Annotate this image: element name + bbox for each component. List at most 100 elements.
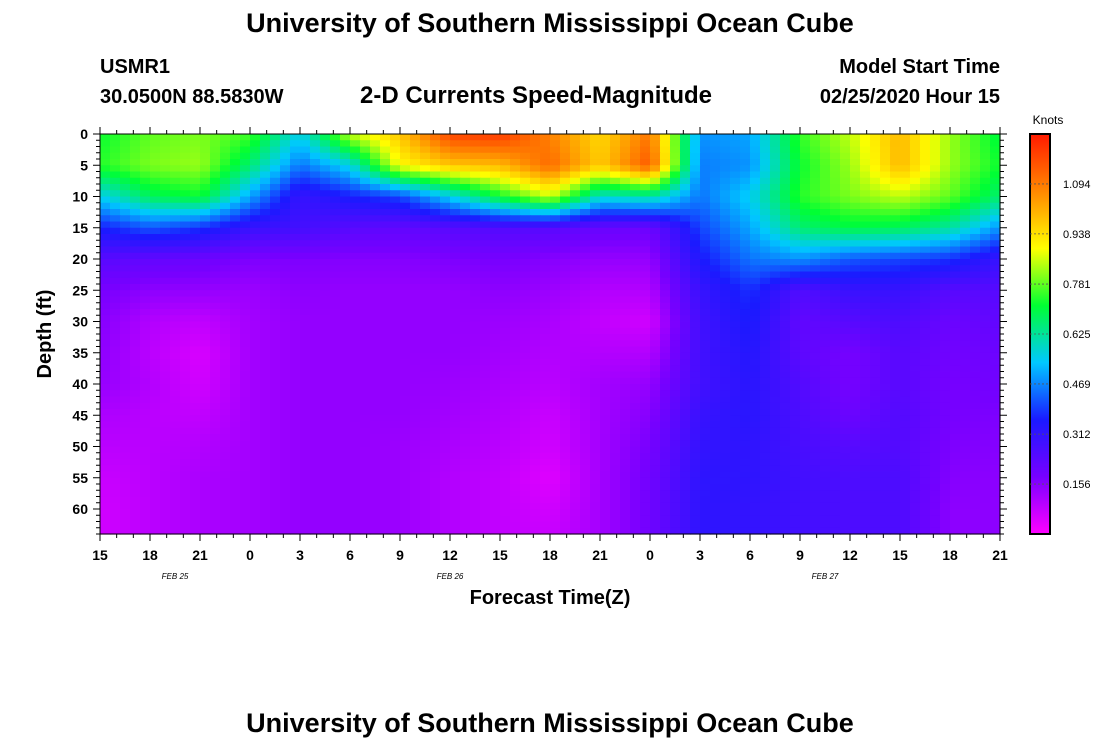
heatmap-cell	[540, 390, 551, 398]
heatmap-cell	[150, 221, 161, 229]
heatmap-cell	[390, 471, 401, 479]
heatmap-cell	[120, 415, 131, 423]
heatmap-cell	[720, 334, 731, 341]
heatmap-cell	[460, 246, 471, 254]
heatmap-cell	[810, 452, 821, 460]
heatmap-cell	[990, 346, 1001, 354]
heatmap-cell	[690, 284, 701, 291]
heatmap-cell	[500, 440, 511, 448]
heatmap-cell	[240, 371, 251, 379]
heatmap-cell	[310, 346, 321, 354]
heatmap-cell	[750, 296, 761, 304]
heatmap-cell	[240, 259, 251, 266]
heatmap-cell	[160, 377, 171, 385]
heatmap-cell	[590, 409, 601, 416]
heatmap-cell	[420, 221, 431, 229]
heatmap-cell	[270, 340, 281, 348]
heatmap-cell	[650, 352, 661, 360]
heatmap-cell	[750, 452, 761, 460]
heatmap-cell	[160, 146, 171, 154]
heatmap-cell	[630, 452, 641, 460]
heatmap-cell	[780, 352, 791, 360]
heatmap-cell	[440, 277, 451, 285]
heatmap-cell	[640, 321, 651, 329]
heatmap-cell	[930, 184, 941, 191]
heatmap-cell	[110, 165, 121, 173]
heatmap-cell	[410, 209, 421, 216]
heatmap-cell	[740, 315, 751, 323]
heatmap-cell	[810, 440, 821, 448]
heatmap-cell	[540, 240, 551, 248]
heatmap-cell	[990, 315, 1001, 323]
heatmap-cell	[980, 421, 991, 429]
heatmap-cell	[260, 371, 271, 379]
heatmap-cell	[450, 434, 461, 441]
heatmap-cell	[440, 284, 451, 291]
heatmap-cell	[380, 290, 391, 298]
heatmap-cell	[120, 377, 131, 385]
heatmap-cell	[390, 477, 401, 485]
heatmap-cell	[130, 352, 141, 360]
heatmap-cell	[890, 165, 901, 173]
heatmap-cell	[360, 309, 371, 316]
heatmap-cell	[830, 390, 841, 398]
heatmap-cell	[630, 309, 641, 316]
heatmap-cell	[100, 415, 111, 423]
heatmap-cell	[940, 371, 951, 379]
heatmap-cell	[180, 452, 191, 460]
heatmap-cell	[770, 177, 781, 185]
heatmap-cell	[510, 365, 521, 373]
heatmap-cell	[710, 402, 721, 410]
heatmap-cell	[900, 234, 911, 241]
heatmap-cell	[770, 190, 781, 198]
heatmap-cell	[600, 252, 611, 260]
heatmap-cell	[740, 296, 751, 304]
heatmap-cell	[640, 215, 651, 223]
heatmap-cell	[990, 277, 1001, 285]
heatmap-cell	[740, 384, 751, 391]
heatmap-cell	[620, 140, 631, 148]
heatmap-cell	[290, 221, 301, 229]
heatmap-cell	[910, 177, 921, 185]
heatmap-cell	[130, 190, 141, 198]
heatmap-cell	[600, 396, 611, 404]
heatmap-cell	[990, 377, 1001, 385]
heatmap-cell	[310, 340, 321, 348]
heatmap-cell	[270, 252, 281, 260]
heatmap-cell	[770, 271, 781, 279]
heatmap-cell	[520, 277, 531, 285]
heatmap-cell	[300, 227, 311, 235]
heatmap-cell	[530, 202, 541, 210]
heatmap-cell	[240, 177, 251, 185]
heatmap-cell	[140, 352, 151, 360]
heatmap-cell	[860, 184, 871, 191]
heatmap-cell	[990, 371, 1001, 379]
heatmap-cell	[220, 334, 231, 341]
heatmap-cell	[730, 446, 741, 454]
heatmap-cell	[700, 440, 711, 448]
heatmap-cell	[950, 265, 961, 273]
heatmap-cell	[420, 159, 431, 166]
heatmap-cell	[270, 352, 281, 360]
heatmap-cell	[110, 190, 121, 198]
heatmap-cell	[640, 465, 651, 473]
heatmap-cell	[950, 190, 961, 198]
heatmap-cell	[390, 227, 401, 235]
heatmap-cell	[280, 277, 291, 285]
heatmap-cell	[840, 471, 851, 479]
heatmap-cell	[430, 415, 441, 423]
heatmap-cell	[680, 402, 691, 410]
heatmap-cell	[460, 340, 471, 348]
heatmap-cell	[380, 359, 391, 366]
heatmap-cell	[560, 465, 571, 473]
heatmap-cell	[930, 371, 941, 379]
heatmap-cell	[700, 234, 711, 241]
heatmap-cell	[100, 140, 111, 148]
heatmap-cell	[620, 309, 631, 316]
heatmap-cell	[220, 290, 231, 298]
heatmap-cell	[660, 259, 671, 266]
heatmap-cell	[440, 134, 451, 141]
heatmap-cell	[450, 277, 461, 285]
heatmap-cell	[660, 196, 671, 204]
heatmap-cell	[880, 259, 891, 266]
